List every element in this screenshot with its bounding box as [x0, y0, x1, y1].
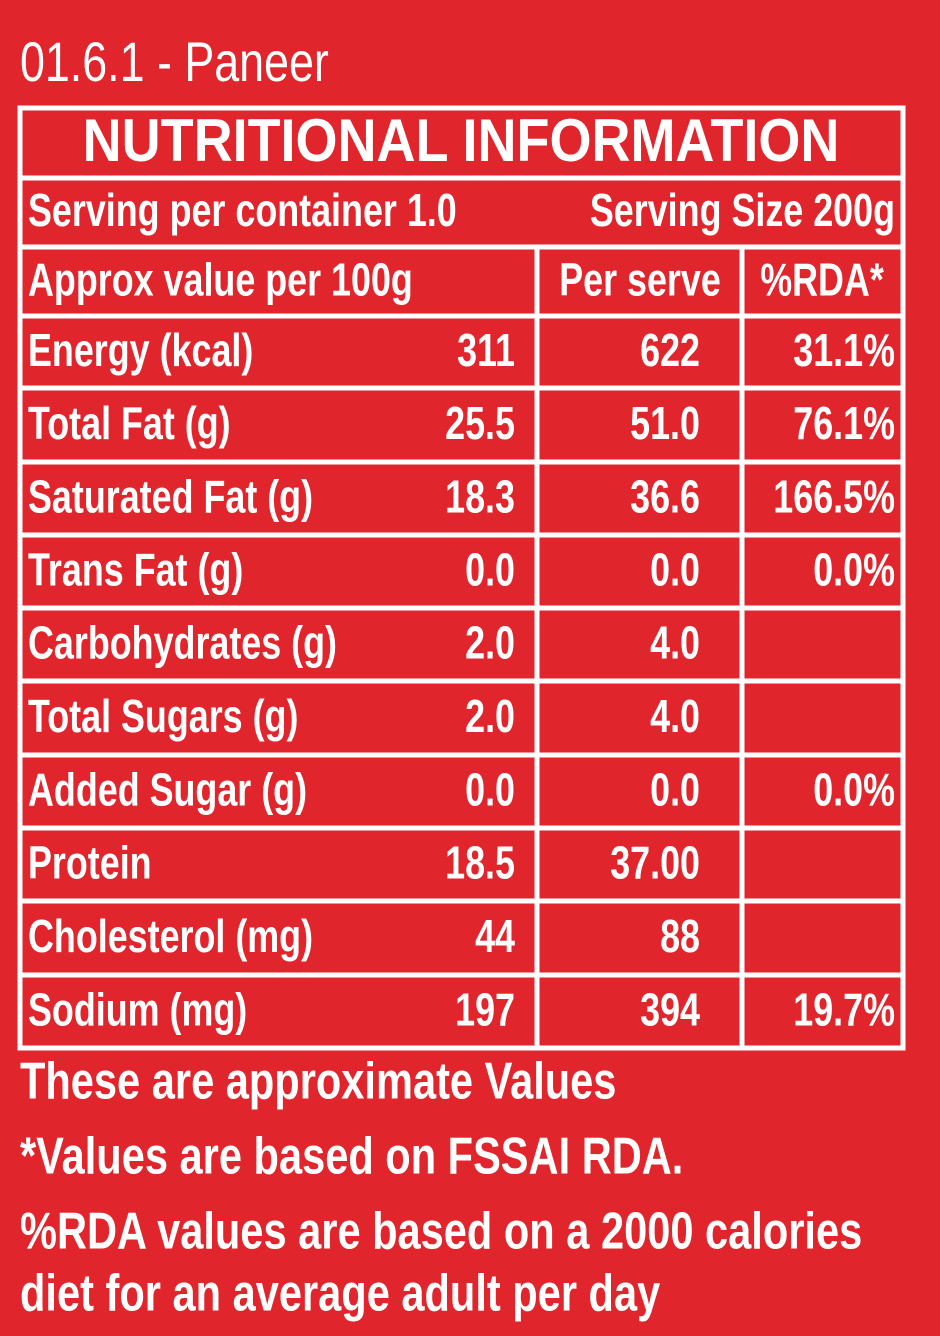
rda: 0.0% — [813, 544, 895, 595]
nutrient-name: Total Fat (g) — [28, 398, 231, 449]
per-serve: 394 — [640, 984, 700, 1035]
per-serve: 0.0 — [650, 544, 700, 595]
per-serve: 4.0 — [650, 691, 700, 742]
rda: 19.7% — [793, 984, 895, 1035]
per-serve: 37.00 — [610, 837, 700, 888]
per-100g: 0.0 — [465, 544, 515, 595]
column-header: Approx value per 100g — [28, 254, 413, 305]
per-100g: 0.0 — [465, 764, 515, 815]
serving-per-container: Serving per container 1.0 — [28, 185, 457, 236]
per-serve: 622 — [640, 325, 700, 376]
note: These are approximate Values — [20, 1051, 616, 1110]
per-100g: 311 — [457, 325, 515, 376]
note: *Values are based on FSSAI RDA. — [20, 1126, 683, 1185]
title: 01.6.1 - Paneer — [20, 30, 329, 93]
per-100g: 18.5 — [445, 837, 515, 888]
per-100g: 2.0 — [465, 617, 515, 668]
per-100g: 2.0 — [465, 691, 515, 742]
per-100g: 197 — [455, 984, 515, 1035]
nutrient-name: Protein — [28, 837, 152, 888]
per-serve: 36.6 — [630, 471, 700, 522]
table-border — [17, 105, 906, 1051]
per-serve: 88 — [660, 911, 700, 962]
rda: 76.1% — [793, 398, 895, 449]
serving-size: Serving Size 200g — [590, 185, 895, 236]
rda: 31.1% — [793, 325, 895, 376]
nutrient-name: Trans Fat (g) — [28, 544, 243, 595]
column-header: %RDA* — [760, 254, 884, 305]
per-100g: 25.5 — [445, 398, 515, 449]
nutrient-name: Carbohydrates (g) — [28, 617, 337, 668]
note: %RDA values are based on a 2000 calories — [20, 1201, 862, 1260]
nutrient-name: Cholesterol (mg) — [28, 911, 313, 962]
rda: 166.5% — [773, 471, 895, 522]
per-serve: 51.0 — [630, 398, 700, 449]
per-100g: 44 — [475, 911, 515, 962]
nutrient-name: Saturated Fat (g) — [28, 471, 313, 522]
table-heading: NUTRITIONAL INFORMATION — [83, 107, 840, 174]
nutrient-name: Added Sugar (g) — [28, 764, 307, 815]
per-serve: 4.0 — [650, 617, 700, 668]
nutrient-name: Sodium (mg) — [28, 984, 247, 1035]
per-100g: 18.3 — [445, 471, 515, 522]
nutrient-name: Total Sugars (g) — [28, 691, 298, 742]
column-header: Per serve — [559, 254, 721, 305]
rda: 0.0% — [813, 764, 895, 815]
note: diet for an average adult per day — [20, 1263, 660, 1322]
per-serve: 0.0 — [650, 764, 700, 815]
nutrient-name: Energy (kcal) — [28, 325, 253, 376]
